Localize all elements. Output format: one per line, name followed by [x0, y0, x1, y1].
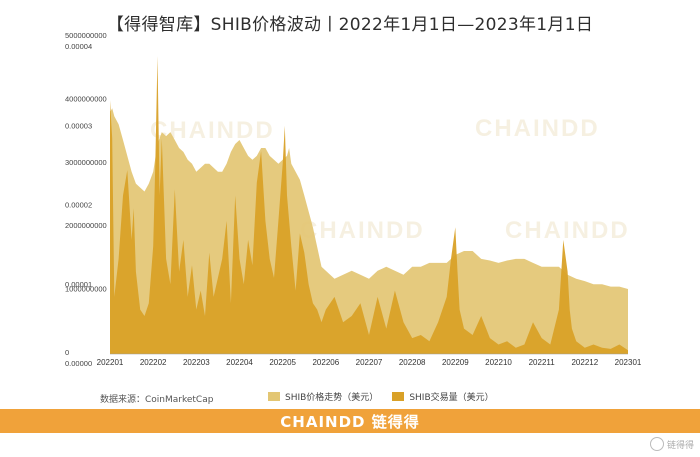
areas-layer: [110, 56, 628, 354]
y-right-tick-label: 0.00000: [65, 359, 92, 368]
watermark-text: CHAINDD: [300, 217, 425, 244]
corner-watermark-text: 链得得: [666, 440, 694, 451]
x-tick-label: 202206: [312, 358, 339, 367]
y-right-tick-label: 0.00002: [65, 201, 92, 210]
legend-label-price: SHIB价格走势（美元）: [285, 393, 379, 403]
watermark-layer: CHAINDD CHAINDD CHAINDD CHAINDD: [150, 115, 630, 244]
chart-svg: CHAINDD CHAINDD CHAINDD CHAINDD 50000000…: [65, 31, 642, 368]
y-left-tick-label: 1000000000: [65, 285, 107, 294]
x-tick-label: 202211: [529, 358, 556, 367]
y-left-tick-label: 5000000000: [65, 31, 107, 40]
watermark-text: CHAINDD: [505, 217, 630, 244]
chart-title: 【得得智库】SHIB价格波动丨2022年1月1日—2023年1月1日: [106, 15, 594, 35]
y-right-tick-label: 0.00003: [65, 121, 92, 130]
corner-logo-icon: [649, 437, 664, 451]
footer-brand: CHAINDD 链得得: [280, 412, 420, 431]
x-tick-label: 202207: [356, 358, 383, 367]
right-axis: 0.00004 0.00003 0.00002 0.00001 0.00000: [65, 42, 92, 368]
x-tick-label: 202208: [399, 358, 426, 367]
x-tick-label: 202212: [571, 358, 598, 367]
x-tick-label: 202202: [140, 358, 167, 367]
y-left-tick-label: 4000000000: [65, 94, 107, 103]
volume-area-series: [110, 56, 628, 354]
legend-item-volume: SHIB交易量（美元）: [392, 390, 494, 403]
x-tick-label: 202201: [97, 358, 124, 367]
legend: SHIB价格走势（美元） SHIB交易量（美元）: [268, 390, 494, 403]
data-source: 数据来源：CoinMarketCap: [100, 395, 214, 405]
x-tick-label: 202205: [269, 358, 296, 367]
legend-swatch-price: [268, 392, 280, 401]
x-tick-label: 202204: [226, 358, 253, 367]
y-left-tick-label: 3000000000: [65, 158, 107, 167]
x-tick-label: 202203: [183, 358, 210, 367]
y-left-tick-label: 0: [65, 348, 69, 357]
corner-watermark: 链得得: [649, 437, 694, 451]
legend-label-volume: SHIB交易量（美元）: [409, 393, 494, 403]
watermark-text: CHAINDD: [475, 115, 600, 142]
legend-swatch-volume: [392, 392, 405, 401]
y-right-tick-label: 0.00001: [65, 280, 92, 289]
y-left-tick-label: 2000000000: [65, 221, 107, 230]
legend-item-price: SHIB价格走势（美元）: [268, 390, 378, 403]
x-tick-label: 202209: [442, 358, 469, 367]
x-tick-label: 202210: [485, 358, 512, 367]
y-right-tick-label: 0.00004: [65, 42, 92, 51]
left-axis: 5000000000 4000000000 3000000000 2000000000…: [65, 31, 107, 357]
x-axis: 202201 202202 202203 202204 202205 202206 2022…: [97, 353, 642, 367]
x-tick-label: 202301: [615, 358, 642, 367]
footer-banner: CHAINDD 链得得: [0, 409, 700, 433]
